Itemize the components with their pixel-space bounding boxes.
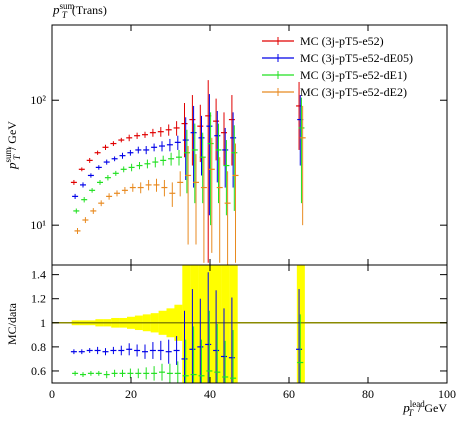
- y-tick-label: 1: [40, 316, 46, 330]
- data-band: [206, 265, 214, 383]
- x-tick-label: 40: [204, 387, 216, 401]
- legend-label: MC (3j-pT5-e52-dE1): [300, 68, 407, 82]
- x-tick-label: 100: [438, 387, 456, 401]
- y-tick-label: 0.6: [31, 364, 46, 378]
- superscript: lead: [410, 399, 425, 409]
- y-axis-label: psumT / GeV: [3, 121, 22, 170]
- x-tick-label: 20: [125, 387, 137, 401]
- y-tick-label: 1.4: [31, 268, 46, 282]
- data-band: [198, 265, 207, 383]
- subscript: T: [12, 154, 22, 160]
- x-tick-label: 80: [362, 387, 374, 401]
- subscript: T: [408, 408, 414, 418]
- chart-title: psum T (Trans): [52, 1, 107, 20]
- data-band: [190, 265, 199, 383]
- legend-label: MC (3j-pT5-e52-dE2): [300, 85, 407, 99]
- label-text: (Trans): [72, 3, 107, 17]
- ratio-y-axis-label: MC/data: [5, 302, 19, 345]
- legend-label: MC (3j-pT5-e52): [300, 34, 384, 48]
- label-text: / GeV: [5, 121, 19, 150]
- subscript: T: [62, 10, 68, 20]
- x-tick-label: 0: [49, 387, 55, 401]
- y-tick-label: 0.8: [31, 340, 46, 354]
- legend-label: MC (3j-pT5-e52-dE05): [300, 51, 413, 65]
- x-tick-label: 60: [283, 387, 295, 401]
- data-band: [296, 265, 305, 383]
- superscript: sum: [60, 1, 75, 11]
- ratio-frame: [51, 264, 448, 384]
- ratio-plot: [52, 265, 447, 383]
- symbol: p: [52, 2, 60, 17]
- symbol: p: [4, 162, 19, 170]
- y-tick-label: 1.2: [31, 292, 46, 306]
- y-tick-label: 10¹: [30, 218, 46, 232]
- data-band: [221, 265, 230, 383]
- symbol: p: [402, 400, 410, 415]
- superscript: sum: [3, 147, 13, 162]
- data-band: [229, 265, 238, 383]
- main-plot: [70, 80, 306, 265]
- y-tick-label: 10²: [30, 93, 46, 107]
- x-axis-label: plead T / GeV: [402, 399, 447, 418]
- data-band: [213, 265, 222, 383]
- data-band: [182, 265, 191, 383]
- label-text: / GeV: [418, 401, 447, 415]
